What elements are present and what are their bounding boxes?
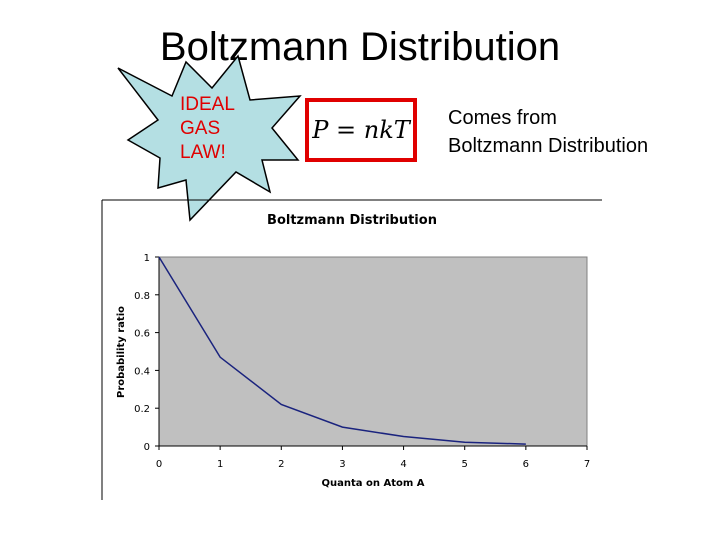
starburst-text: IDEAL GAS LAW!	[180, 94, 235, 163]
x-tick-label: 5	[462, 459, 468, 470]
starburst-line: IDEAL	[180, 94, 235, 115]
plot-area	[158, 256, 588, 447]
y-tick-label: 0.6	[134, 329, 150, 340]
caption: Comes from Boltzmann Distribution	[448, 107, 648, 157]
caption-line: Boltzmann Distribution	[448, 135, 648, 157]
starburst-line: GAS	[180, 118, 220, 139]
chart-title: Boltzmann Distribution	[267, 213, 437, 228]
x-tick-label: 3	[339, 459, 345, 470]
y-tick-label: 1	[144, 253, 150, 264]
caption-line: Comes from	[448, 107, 557, 129]
x-tick-label: 2	[278, 459, 284, 470]
y-tick-label: 0.2	[134, 404, 150, 415]
y-axis-label: Probability ratio	[116, 306, 127, 398]
x-tick-label: 0	[156, 459, 162, 470]
data-line	[158, 256, 526, 445]
y-tick-label: 0.8	[134, 291, 150, 302]
x-tick-label: 4	[400, 459, 406, 470]
starburst-line: LAW!	[180, 142, 226, 163]
x-tick-label: 7	[584, 459, 590, 470]
y-tick-label: 0.4	[134, 366, 150, 377]
formula: P = nkT	[311, 116, 412, 144]
y-tick-label: 0	[144, 442, 150, 453]
x-tick-label: 1	[217, 459, 223, 470]
formula-box	[305, 98, 417, 162]
slide-title: Boltzmann Distribution	[160, 25, 560, 69]
x-axis-label: Quanta on Atom A	[322, 478, 425, 489]
starburst	[117, 54, 302, 222]
x-tick-label: 6	[523, 459, 529, 470]
